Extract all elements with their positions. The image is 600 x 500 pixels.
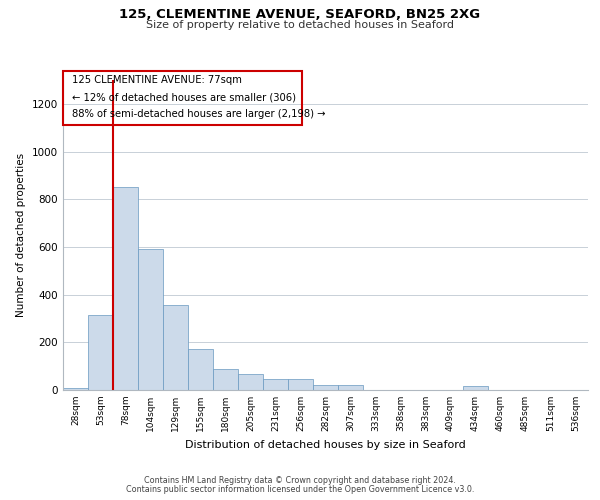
Text: ← 12% of detached houses are smaller (306): ← 12% of detached houses are smaller (30… [73,92,296,102]
Bar [113,188,138,390]
Y-axis label: Number of detached properties: Number of detached properties [16,153,26,317]
Bar [138,250,163,390]
Bar [238,374,263,390]
Bar [188,350,213,390]
X-axis label: Distribution of detached houses by size in Seaford: Distribution of detached houses by size … [185,440,466,450]
Text: 125, CLEMENTINE AVENUE, SEAFORD, BN25 2XG: 125, CLEMENTINE AVENUE, SEAFORD, BN25 2X… [119,8,481,20]
Bar [213,369,238,390]
Bar [288,380,313,390]
Text: Size of property relative to detached houses in Seaford: Size of property relative to detached ho… [146,20,454,30]
Bar [63,388,88,390]
Text: Contains public sector information licensed under the Open Government Licence v3: Contains public sector information licen… [126,485,474,494]
Text: 125 CLEMENTINE AVENUE: 77sqm: 125 CLEMENTINE AVENUE: 77sqm [73,76,242,86]
Bar [163,306,188,390]
Text: Contains HM Land Registry data © Crown copyright and database right 2024.: Contains HM Land Registry data © Crown c… [144,476,456,485]
Text: 88% of semi-detached houses are larger (2,198) →: 88% of semi-detached houses are larger (… [73,110,326,120]
Bar [88,315,113,390]
Bar [313,385,338,390]
Bar [263,380,288,390]
Bar [338,385,363,390]
Bar [463,386,488,390]
